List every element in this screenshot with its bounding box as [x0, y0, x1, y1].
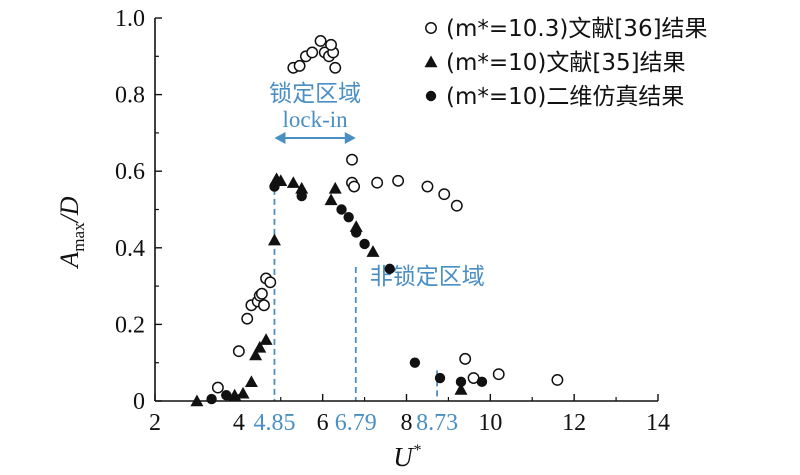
data-point — [267, 233, 281, 246]
data-point — [421, 180, 434, 193]
annotation-x-label: 4.85 — [253, 410, 295, 436]
annotation-x-label: 6.79 — [335, 410, 377, 436]
data-point — [190, 394, 204, 407]
x-tick-label: 12 — [562, 410, 586, 436]
data-point — [434, 372, 446, 384]
x-tick-label: 6 — [317, 410, 329, 436]
data-point — [438, 188, 451, 201]
lock-in-arrow-left-head — [274, 132, 286, 144]
data-point — [366, 245, 380, 257]
legend-marker — [424, 55, 438, 68]
data-point — [336, 204, 347, 215]
data-point — [348, 180, 361, 193]
y-tick-label: 0.2 — [115, 312, 145, 338]
y-tick-label: 0.4 — [115, 236, 145, 262]
axes: 2 4 6 8 10 12 14 0 0.2 0.4 0.6 0.8 1.0 — [115, 6, 670, 436]
data-point — [450, 199, 463, 212]
data-point — [293, 59, 306, 72]
legend-marker — [425, 90, 437, 102]
data-point — [295, 181, 309, 194]
data-point — [249, 348, 263, 361]
data-point — [296, 190, 307, 202]
data-point — [211, 381, 224, 394]
lock-in-label: lock-in — [283, 107, 349, 132]
data-point — [454, 383, 468, 395]
legend-label: (m*=10)二维仿真结果 — [446, 84, 684, 110]
data-point — [259, 333, 273, 345]
data-point — [346, 153, 358, 166]
y-tick-label: 0 — [133, 389, 145, 415]
data-point — [255, 287, 268, 300]
series-1 — [190, 172, 468, 407]
data-point — [253, 340, 267, 353]
data-point — [384, 263, 395, 275]
data-point — [551, 373, 564, 386]
data-point — [236, 386, 250, 399]
data-points — [190, 35, 564, 407]
data-point — [269, 181, 280, 192]
series-2 — [206, 181, 488, 405]
data-point — [244, 375, 258, 388]
data-point — [221, 390, 232, 401]
x-tick-label: 4 — [233, 410, 245, 436]
legend-label: (m*=10.3)文献[36]结果 — [446, 16, 708, 42]
data-point — [328, 181, 342, 194]
data-point — [351, 227, 362, 238]
y-axis-label-main: Amax/D — [55, 196, 88, 269]
data-point — [241, 312, 254, 325]
x-tick-label: 14 — [646, 410, 670, 436]
data-point — [476, 376, 488, 388]
data-point — [359, 238, 370, 250]
legend: (m*=10.3)文献[36]结果 (m*=10)文献[35]结果 (m*=10)二… — [424, 16, 708, 110]
annotation-x-label: 8.73 — [416, 410, 458, 436]
data-point — [258, 299, 270, 312]
x-axis-label-main: U* — [393, 442, 421, 472]
y-axis-label: Amax/D — [55, 196, 88, 269]
data-point — [343, 211, 354, 223]
legend-marker — [425, 22, 437, 34]
data-point — [329, 61, 342, 74]
y-tick-label: 0.6 — [115, 159, 145, 185]
data-point — [306, 46, 319, 59]
data-point — [324, 193, 338, 206]
x-tick-label: 2 — [149, 410, 161, 436]
data-point — [371, 176, 384, 189]
lock-in-arrow-right-head — [344, 132, 356, 144]
x-tick-label: 10 — [478, 410, 502, 436]
data-point — [392, 174, 405, 187]
data-point — [232, 345, 245, 358]
data-point — [325, 38, 337, 51]
legend-label: (m*=10)文献[35]结果 — [446, 50, 686, 76]
y-tick-label: 0.8 — [115, 83, 145, 109]
y-tick-label: 1.0 — [115, 6, 145, 32]
data-point — [206, 393, 217, 405]
data-point — [409, 357, 421, 368]
x-axis-label: U* — [393, 442, 421, 472]
data-point — [492, 368, 505, 381]
data-point — [314, 35, 327, 47]
data-point — [286, 176, 300, 188]
lock-in-region-title: 锁定区域 — [269, 81, 361, 107]
data-point — [459, 352, 472, 365]
data-point — [264, 276, 277, 289]
x-tick-label: 8 — [401, 410, 413, 436]
series-0 — [211, 35, 564, 394]
data-point — [455, 376, 467, 388]
